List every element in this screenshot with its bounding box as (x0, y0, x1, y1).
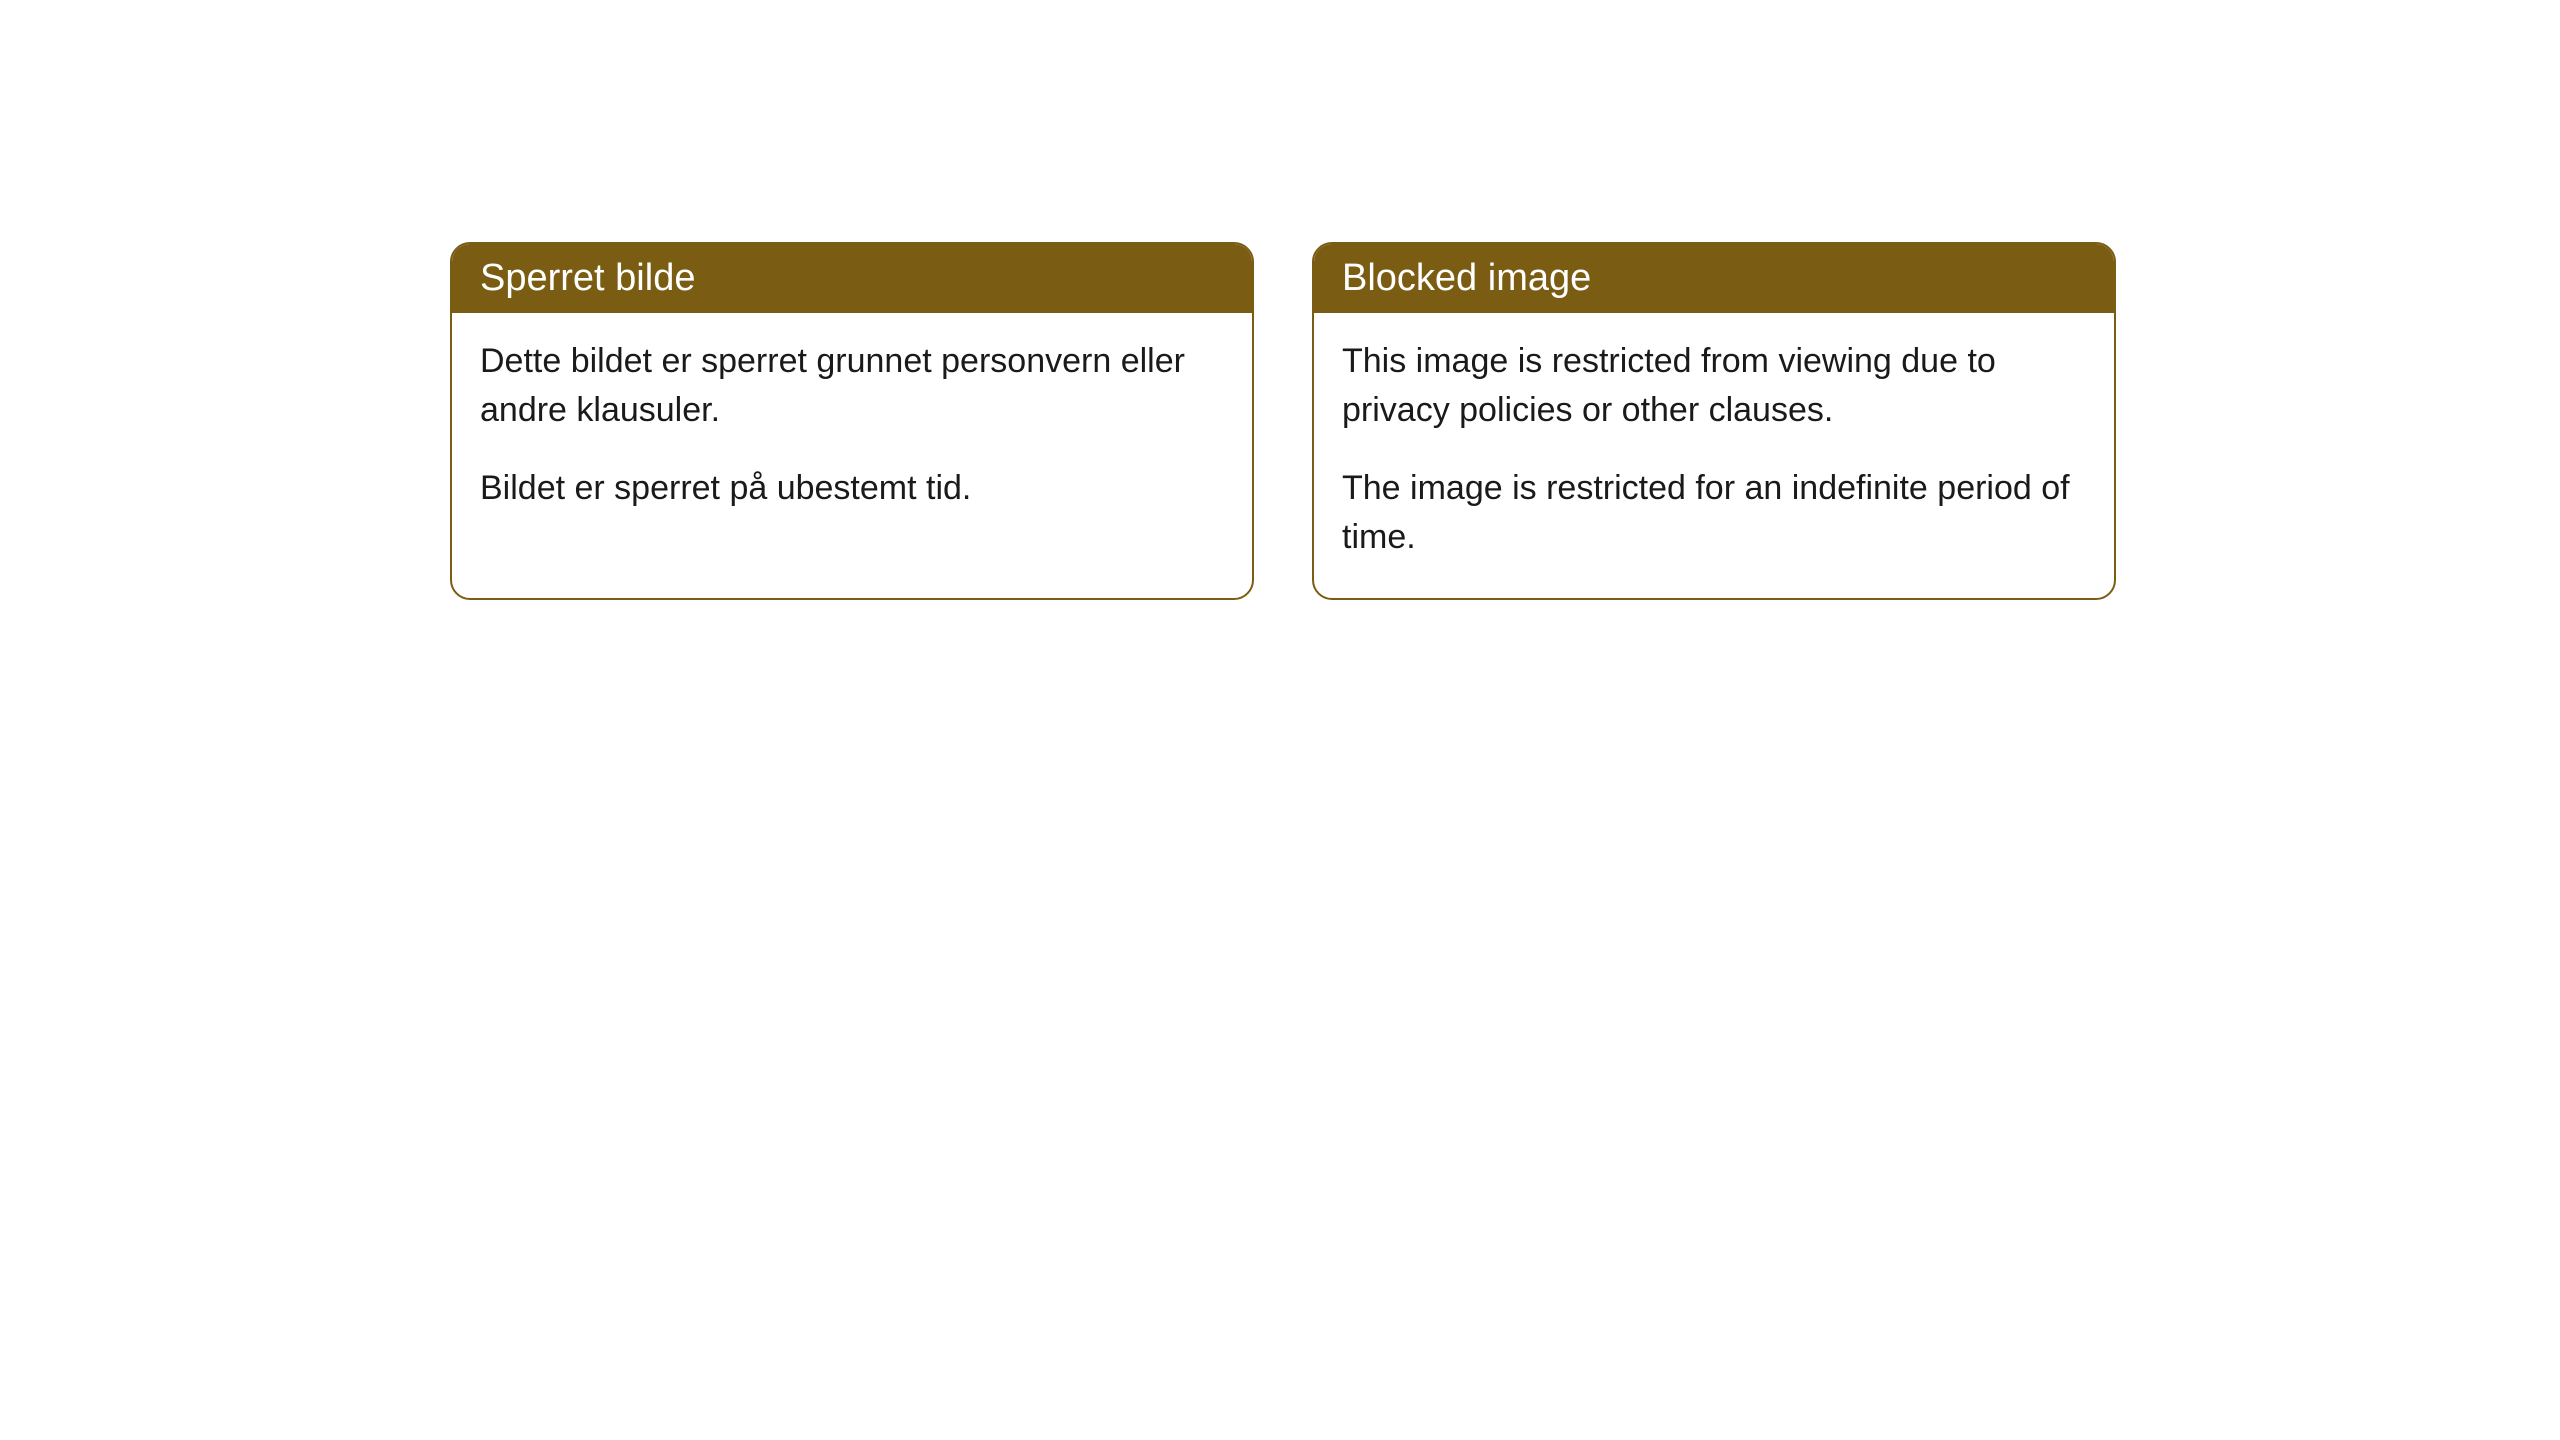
card-body-left: Dette bildet er sperret grunnet personve… (452, 313, 1252, 549)
card-right-paragraph-2: The image is restricted for an indefinit… (1342, 464, 2086, 563)
card-header-left: Sperret bilde (452, 244, 1252, 313)
blocked-image-card-right: Blocked image This image is restricted f… (1312, 242, 2116, 600)
blocked-image-card-left: Sperret bilde Dette bildet er sperret gr… (450, 242, 1254, 600)
notice-cards-container: Sperret bilde Dette bildet er sperret gr… (450, 242, 2116, 600)
card-right-paragraph-1: This image is restricted from viewing du… (1342, 337, 2086, 436)
card-header-right: Blocked image (1314, 244, 2114, 313)
card-left-paragraph-1: Dette bildet er sperret grunnet personve… (480, 337, 1224, 436)
card-body-right: This image is restricted from viewing du… (1314, 313, 2114, 598)
card-left-paragraph-2: Bildet er sperret på ubestemt tid. (480, 464, 1224, 513)
